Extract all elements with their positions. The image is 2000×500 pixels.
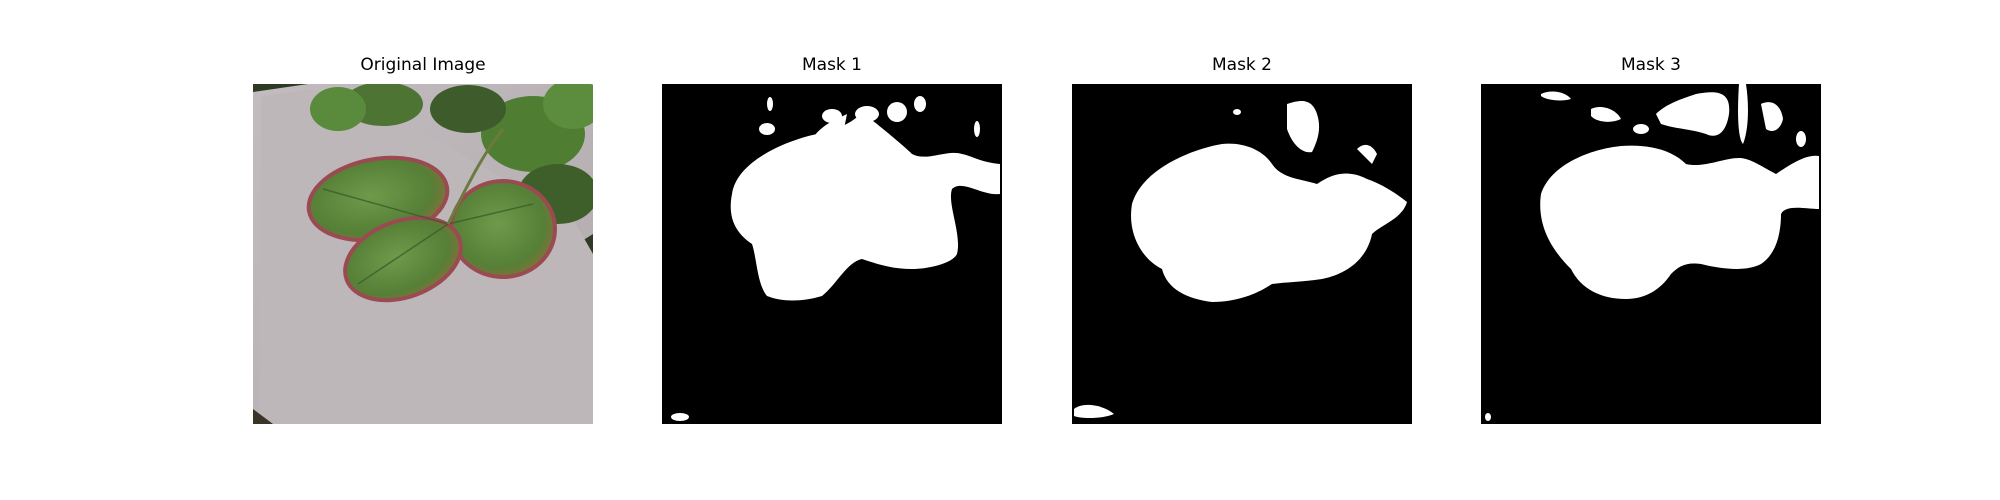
panel-title: Original Image	[360, 55, 486, 75]
mask-1-image	[662, 84, 1002, 424]
mask-3	[1481, 84, 1821, 424]
mask-1	[662, 84, 1002, 424]
mask-2	[1072, 84, 1412, 424]
mask-2-image	[1072, 84, 1412, 424]
panel-title: Mask 1	[801, 55, 862, 75]
strawberry-leaf-photo	[253, 84, 593, 424]
panel-title: Mask 3	[1620, 55, 1681, 75]
mask-3-image	[1481, 84, 1821, 424]
original-image	[253, 84, 593, 424]
panel-title: Mask 2	[1211, 55, 1272, 75]
